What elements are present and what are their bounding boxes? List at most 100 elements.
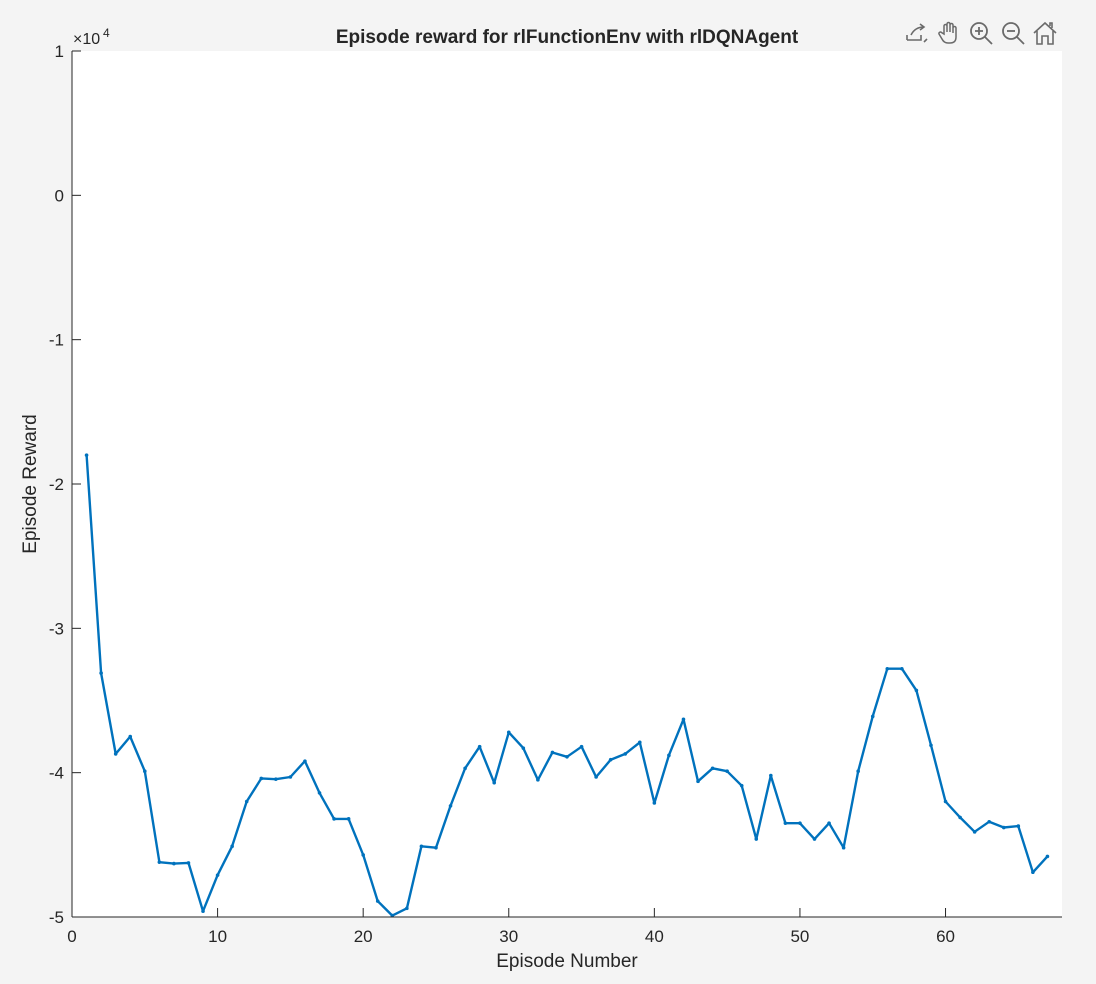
y-tick-label: 1 <box>55 42 64 61</box>
data-point <box>652 801 657 805</box>
x-tick-label: 0 <box>67 927 76 946</box>
data-point <box>900 666 904 671</box>
data-point <box>274 777 278 781</box>
y-exponent-power: 4 <box>103 26 110 40</box>
data-point <box>128 734 133 739</box>
zoom-out-icon <box>1002 22 1025 45</box>
data-point <box>99 671 103 675</box>
data-point <box>885 666 890 671</box>
data-point <box>594 775 598 779</box>
data-point <box>230 844 234 849</box>
data-point <box>841 845 846 850</box>
data-point <box>579 744 584 749</box>
data-point <box>667 753 671 758</box>
data-point <box>681 717 686 722</box>
data-point <box>244 799 249 804</box>
y-tick-label: -3 <box>49 619 64 638</box>
y-tick-label: -1 <box>49 331 64 350</box>
data-point <box>783 821 788 825</box>
y-tick-label: -5 <box>49 908 64 927</box>
data-point <box>142 769 147 774</box>
x-tick-label: 10 <box>208 927 227 946</box>
data-point <box>317 791 322 795</box>
x-tick-label: 40 <box>645 927 664 946</box>
data-point <box>346 817 351 821</box>
data-point <box>201 909 205 914</box>
data-point <box>288 775 293 779</box>
x-axis-label: Episode Number <box>496 951 638 972</box>
zoom-out-button[interactable] <box>998 18 1028 48</box>
data-point <box>186 861 191 865</box>
x-tick-label: 20 <box>354 927 373 946</box>
y-tick-label: -4 <box>49 764 64 783</box>
zoom-in-icon <box>970 22 993 45</box>
export-icon <box>906 23 928 43</box>
data-point <box>215 873 220 877</box>
data-point <box>798 821 802 825</box>
data-point <box>914 688 919 693</box>
y-tick-label: -2 <box>49 475 64 494</box>
x-tick-label: 50 <box>790 927 809 946</box>
data-point <box>259 776 264 781</box>
data-point <box>856 769 860 774</box>
y-exponent-base: ×10 <box>73 31 100 48</box>
data-point <box>303 759 307 763</box>
data-point <box>987 819 992 824</box>
x-tick-label: 60 <box>936 927 955 946</box>
data-point <box>870 714 875 719</box>
data-point <box>1016 824 1021 828</box>
data-point <box>521 746 526 750</box>
data-point <box>463 766 467 771</box>
data-point <box>550 750 555 755</box>
pan-button[interactable] <box>934 18 964 48</box>
zoom-in-button[interactable] <box>966 18 996 48</box>
data-point <box>448 804 453 808</box>
data-point <box>536 778 540 782</box>
chart-title: Episode reward for rlFunctionEnv with rl… <box>336 27 799 48</box>
data-point <box>754 837 759 841</box>
y-tick-label: 0 <box>55 186 64 205</box>
export-button[interactable] <box>902 18 932 48</box>
data-point <box>84 453 89 457</box>
data-point <box>506 730 511 735</box>
data-point <box>477 744 482 749</box>
data-point <box>1031 870 1035 875</box>
pan-icon <box>938 21 957 44</box>
data-point <box>739 783 744 788</box>
data-point <box>172 861 176 866</box>
data-point <box>1001 825 1006 830</box>
data-point <box>390 913 395 918</box>
home-button[interactable] <box>1030 18 1060 48</box>
home-icon <box>1033 21 1057 45</box>
data-point <box>929 743 933 748</box>
y-axis-label: Episode Reward <box>20 414 41 553</box>
data-point <box>434 845 438 850</box>
data-point <box>405 906 409 911</box>
data-point <box>332 817 336 821</box>
data-point <box>492 780 497 785</box>
data-point <box>565 754 569 759</box>
data-point <box>725 769 729 774</box>
y-axis-ticks: 1 0 -1 -2 -3 -4 -5 <box>49 42 81 927</box>
data-point <box>972 830 977 834</box>
data-point <box>812 837 817 841</box>
data-point <box>943 799 948 804</box>
plot-area <box>72 51 1062 917</box>
data-point <box>958 815 962 820</box>
axes-toolbar <box>902 18 1060 48</box>
data-point <box>623 752 628 756</box>
data-point <box>1045 854 1050 859</box>
data-point <box>710 766 715 771</box>
data-point <box>157 860 162 864</box>
data-point <box>419 844 424 849</box>
data-point <box>113 752 118 756</box>
x-tick-label: 30 <box>499 927 518 946</box>
series-layer <box>84 453 1050 918</box>
x-axis-ticks: 0 10 20 30 40 50 60 <box>67 908 955 946</box>
data-point <box>608 757 613 762</box>
data-point <box>375 899 380 903</box>
data-point <box>696 779 700 784</box>
data-point <box>769 773 773 778</box>
data-point <box>827 821 831 825</box>
